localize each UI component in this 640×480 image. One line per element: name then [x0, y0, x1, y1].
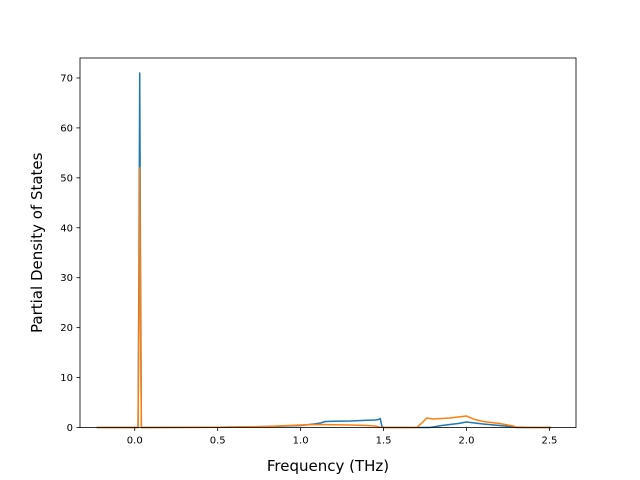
y-axis-ticks: 0 10 20 30 40 50 60 70: [60, 73, 80, 434]
axes-frame: [79, 57, 577, 428]
y-tick-label: 0: [67, 423, 73, 434]
x-axis-label: Frequency (THz): [267, 457, 389, 475]
series-line-2: [96, 167, 552, 429]
y-tick-label: 30: [60, 273, 73, 284]
y-tick-label: 10: [60, 373, 73, 384]
y-tick-label: 20: [60, 323, 73, 334]
y-tick-label: 50: [60, 173, 73, 184]
y-tick-label: 60: [60, 123, 73, 134]
x-axis-ticks: 0.0 0.5 1.0 1.5 2.0 2.5: [127, 427, 558, 447]
y-axis-label: Partial Density of States: [28, 152, 46, 333]
x-tick-label: 1.5: [376, 436, 392, 447]
x-tick-label: 0.5: [210, 436, 226, 447]
x-tick-label: 2.5: [542, 436, 558, 447]
y-tick-label: 40: [60, 223, 73, 234]
plot-layer: [96, 72, 552, 429]
x-tick-label: 1.0: [293, 436, 309, 447]
x-tick-label: 0.0: [127, 436, 143, 447]
y-tick-label: 70: [60, 73, 73, 84]
series-line-1: [96, 72, 552, 429]
x-tick-label: 2.0: [459, 436, 475, 447]
